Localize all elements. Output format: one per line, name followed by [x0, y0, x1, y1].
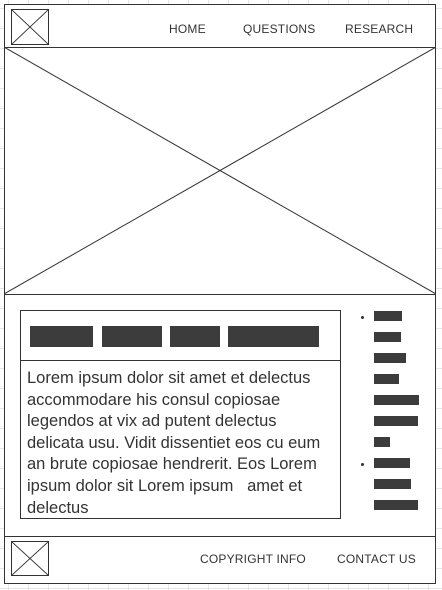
- image-placeholder-icon: [12, 10, 48, 44]
- sidebar-bullet: [361, 316, 364, 319]
- sidebar-item[interactable]: [374, 416, 418, 426]
- nav-research-link[interactable]: RESEARCH: [345, 22, 414, 36]
- sidebar-item[interactable]: [374, 311, 402, 321]
- footer-divider: [4, 536, 436, 537]
- sidebar-item[interactable]: [374, 437, 390, 447]
- sidebar-item[interactable]: [374, 374, 399, 384]
- sidebar-item[interactable]: [374, 332, 401, 342]
- copyright-info-link[interactable]: COPYRIGHT INFO: [200, 552, 306, 566]
- tab-1[interactable]: [30, 326, 93, 347]
- header-logo-placeholder[interactable]: [11, 9, 49, 45]
- contact-us-link[interactable]: CONTACT US: [337, 552, 416, 566]
- sidebar-item[interactable]: [374, 353, 406, 363]
- tab-4[interactable]: [228, 326, 319, 347]
- sidebar-item[interactable]: [374, 395, 419, 405]
- tab-3[interactable]: [170, 326, 220, 347]
- sidebar-item[interactable]: [374, 500, 418, 510]
- footer-logo-placeholder[interactable]: [11, 541, 49, 576]
- tab-bar: [21, 311, 340, 361]
- content-panel: Lorem ipsum dolor sit amet et delectus a…: [20, 310, 341, 519]
- sidebar-item[interactable]: [374, 458, 410, 468]
- body-text: Lorem ipsum dolor sit amet et delectus a…: [27, 369, 325, 517]
- sidebar-item[interactable]: [374, 479, 411, 489]
- image-placeholder-icon: [4, 47, 436, 294]
- sidebar-bullet: [361, 463, 364, 466]
- tab-2[interactable]: [102, 326, 162, 347]
- header-divider: [4, 47, 436, 48]
- nav-questions-link[interactable]: QUESTIONS: [243, 22, 316, 36]
- image-placeholder-icon: [12, 542, 48, 575]
- nav-home-link[interactable]: HOME: [169, 22, 206, 36]
- hero-image-placeholder: [4, 47, 436, 294]
- hero-divider: [4, 294, 436, 295]
